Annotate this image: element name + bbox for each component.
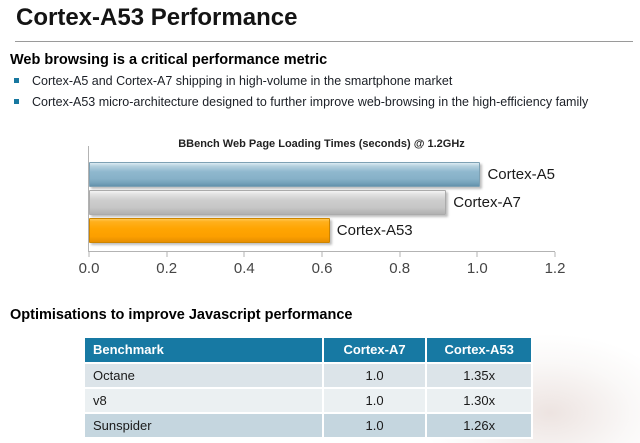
table-row: Octane 1.0 1.35x [83, 361, 533, 389]
x-axis-tick [88, 252, 90, 257]
bar-label: Cortex-A7 [453, 194, 521, 211]
cell-a7-score: 1.0 [321, 361, 428, 389]
bar-chart: Cortex-A5 Cortex-A7 Cortex-A53 0.0 0.2 0.4 0.… [79, 146, 565, 277]
benchmark-table: Benchmark Cortex-A7 Cortex-A53 Octane 1.… [83, 337, 533, 439]
x-axis: 0.0 0.2 0.4 0.6 0.8 1.0 1.2 [79, 252, 565, 282]
bar-row: Cortex-A53 [89, 218, 555, 243]
cell-benchmark: v8 [83, 386, 324, 414]
bar-label: Cortex-A5 [487, 166, 555, 183]
bar-row: Cortex-A7 [89, 190, 555, 215]
list-item: Cortex-A5 and Cortex-A7 shipping in high… [12, 74, 632, 88]
cell-a53-score: 1.35x [425, 361, 533, 389]
x-axis-tick [321, 252, 323, 257]
bar-cortex-a5 [89, 162, 481, 187]
x-axis-tick [399, 252, 401, 257]
column-header-benchmark: Benchmark [83, 337, 324, 364]
x-axis-tick-label: 1.2 [544, 260, 566, 277]
cell-a7-score: 1.0 [321, 411, 428, 439]
bar-cortex-a53 [89, 218, 330, 243]
bullet-text: Cortex-A5 and Cortex-A7 shipping in high… [32, 74, 453, 88]
x-axis-tick-label: 0.6 [311, 260, 333, 277]
x-axis-tick [243, 252, 245, 257]
title-divider [15, 41, 633, 42]
bar-cortex-a7 [89, 190, 447, 215]
column-header-cortex-a53: Cortex-A53 [425, 337, 533, 364]
cell-a7-score: 1.0 [321, 386, 428, 414]
section1-heading: Web browsing is a critical performance m… [10, 52, 328, 68]
bullet-square-icon [14, 99, 19, 104]
bar-row: Cortex-A5 [89, 162, 555, 187]
page-title: Cortex-A53 Performance [16, 4, 298, 31]
bullet-square-icon [14, 78, 19, 83]
cell-benchmark: Sunspider [83, 411, 324, 439]
cell-a53-score: 1.30x [425, 386, 533, 414]
x-axis-tick [554, 252, 556, 257]
x-axis-tick-label: 0.4 [233, 260, 255, 277]
bar-label: Cortex-A53 [336, 222, 413, 239]
bar-group: Cortex-A5 Cortex-A7 Cortex-A53 [89, 162, 555, 246]
table-header-row: Benchmark Cortex-A7 Cortex-A53 [83, 337, 533, 364]
section2-heading: Optimisations to improve Javascript perf… [10, 307, 353, 323]
chart-title: BBench Web Page Loading Times (seconds) … [178, 138, 465, 150]
x-axis-tick-label: 0.0 [78, 260, 100, 277]
cell-a53-score: 1.26x [425, 411, 533, 439]
column-header-cortex-a7: Cortex-A7 [321, 337, 428, 364]
x-axis-tick-label: 0.8 [389, 260, 411, 277]
list-item: Cortex-A53 micro-architecture designed t… [12, 95, 632, 109]
x-axis-tick [166, 252, 168, 257]
x-axis-tick-label: 1.0 [466, 260, 488, 277]
x-axis-tick-label: 0.2 [156, 260, 178, 277]
table-row: Sunspider 1.0 1.26x [83, 411, 533, 439]
bullet-list: Cortex-A5 and Cortex-A7 shipping in high… [12, 74, 632, 116]
cell-benchmark: Octane [83, 361, 324, 389]
x-axis-tick [476, 252, 478, 257]
table-row: v8 1.0 1.30x [83, 386, 533, 414]
bullet-text: Cortex-A53 micro-architecture designed t… [32, 95, 589, 109]
